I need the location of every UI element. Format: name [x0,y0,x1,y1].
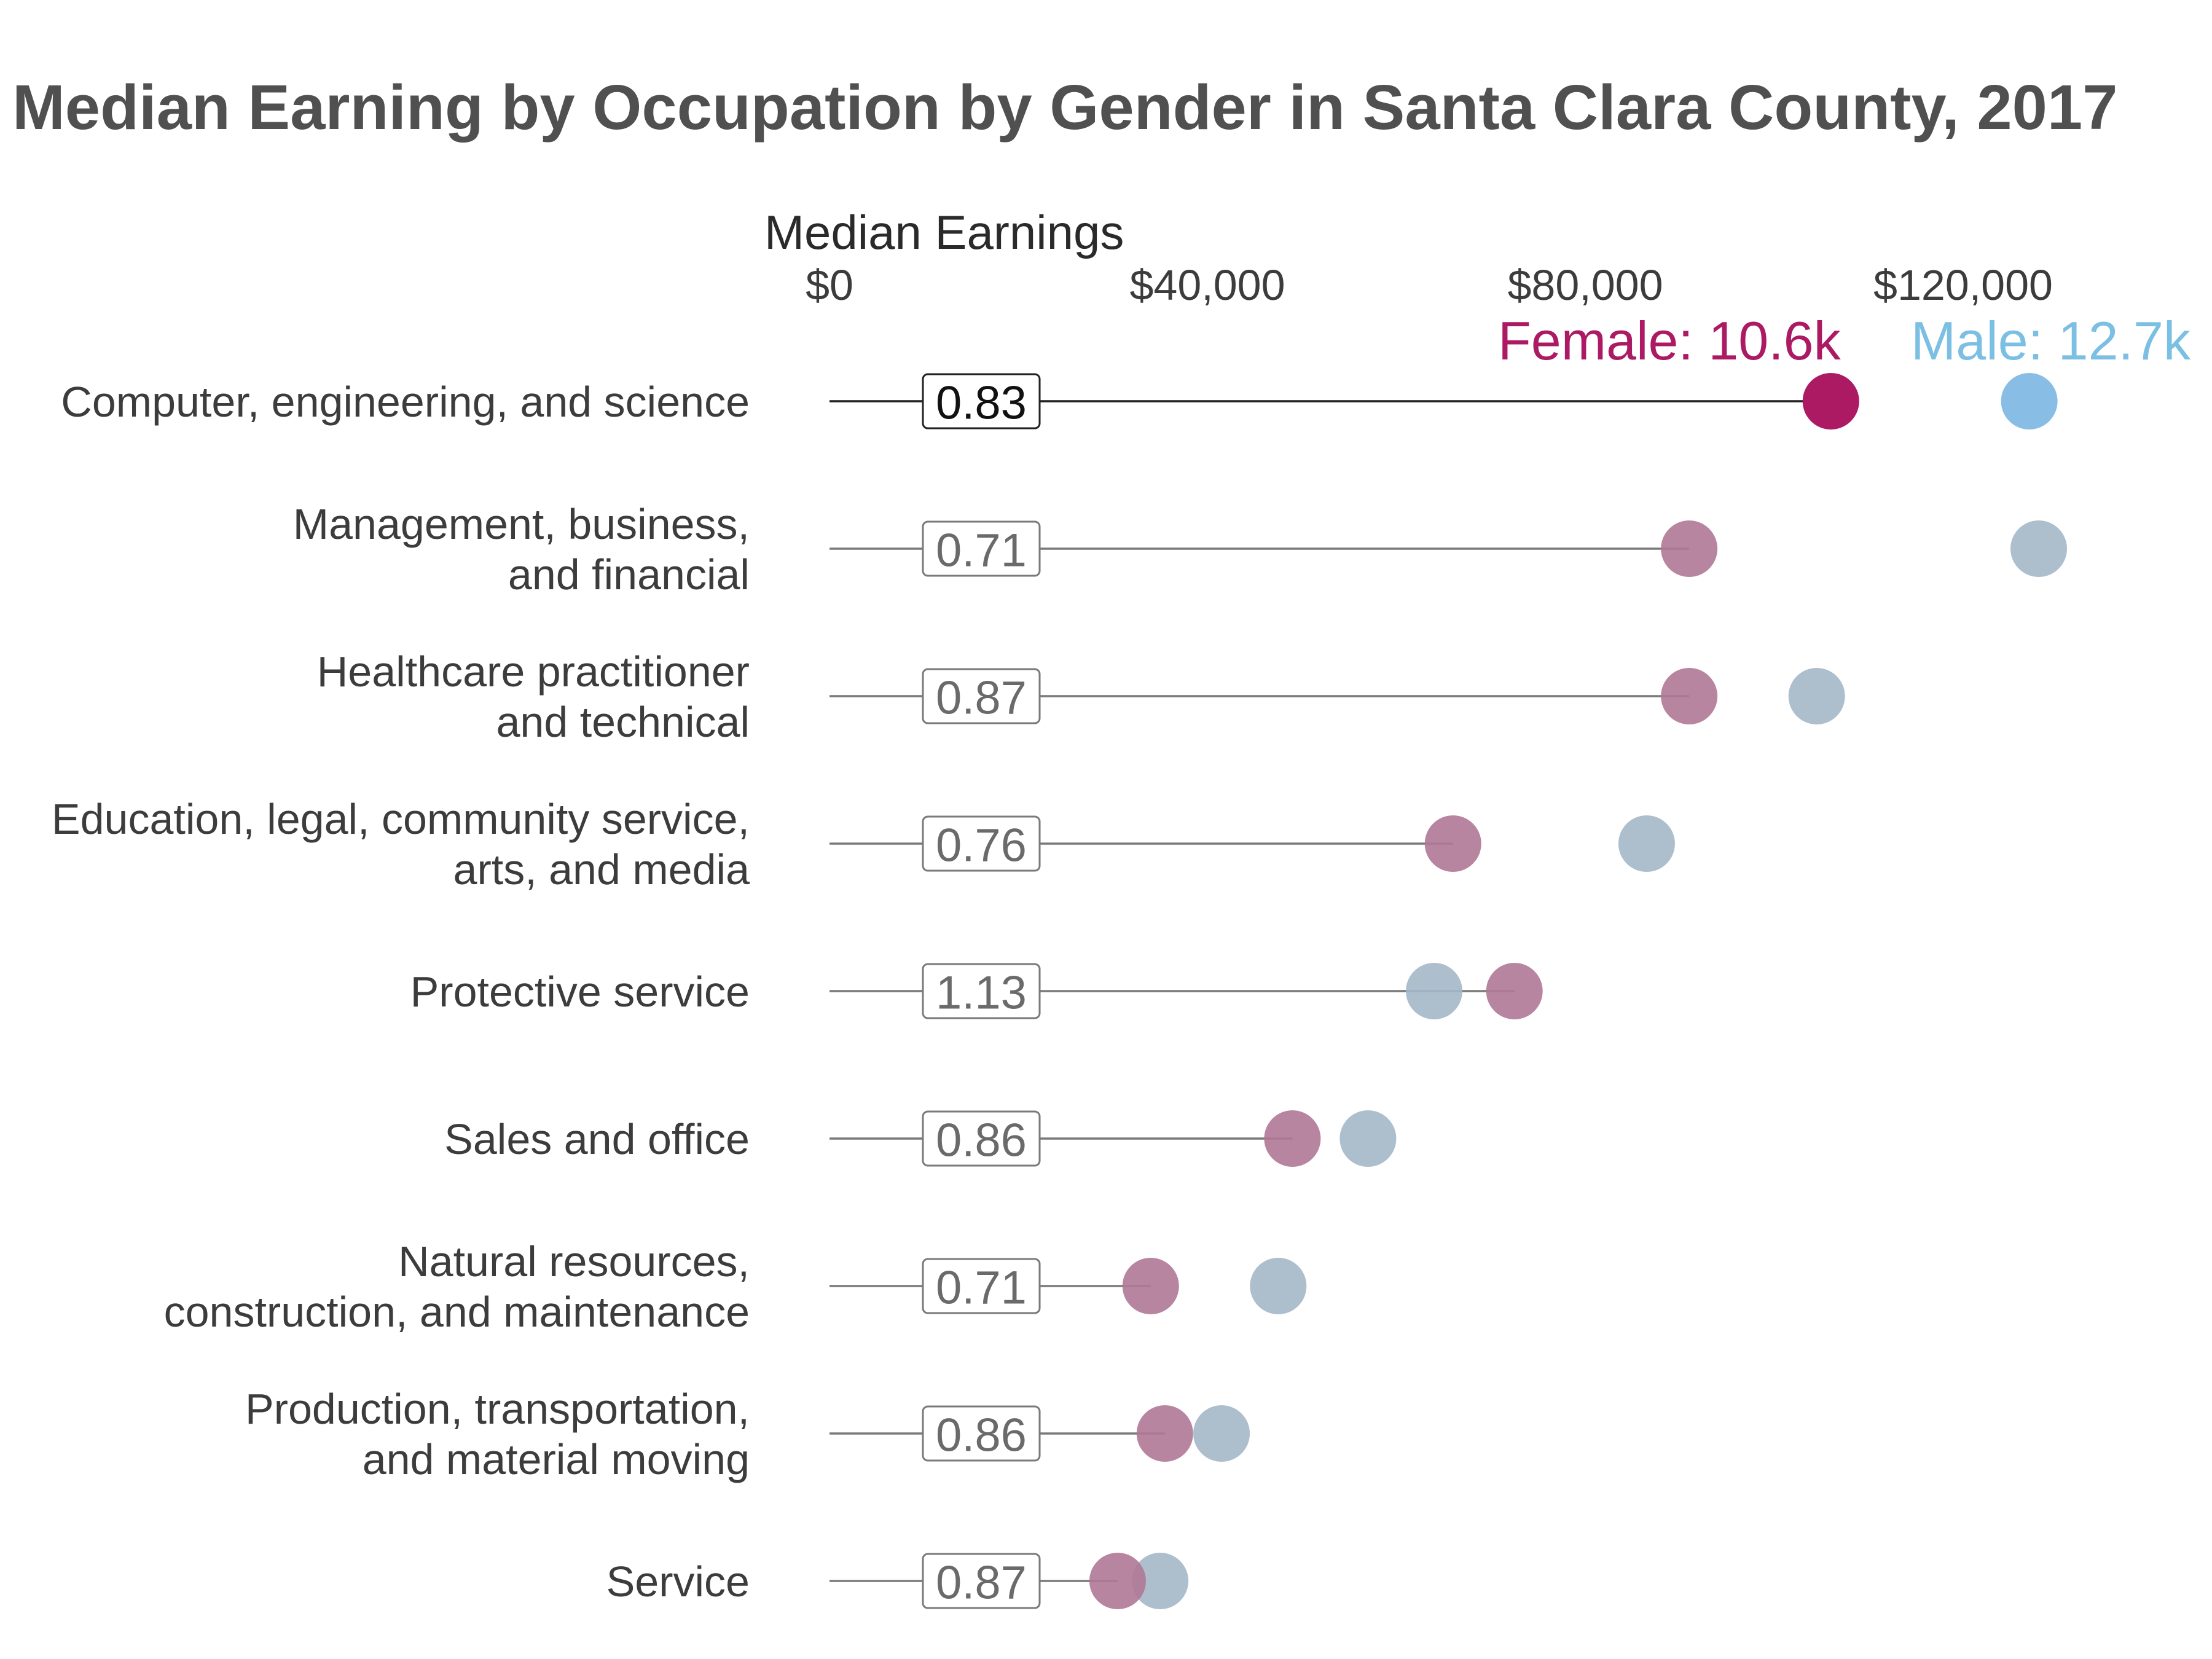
category-row: Management, business, and financial 0.71 [293,500,2067,598]
male-point [1250,1258,1307,1314]
category-row: Computer, engineering, and science 0.83 [61,373,2058,429]
female-point [1661,668,1718,724]
ratio-label: 0.83 [936,377,1027,429]
male-point [1618,815,1675,872]
category-row: Education, legal, community service, arts… [52,795,1675,893]
ratio-box [922,1258,1041,1314]
ratio-label: 0.87 [936,672,1027,724]
male-point [1339,1110,1397,1167]
category-row: Service 0.87 [606,1553,1189,1609]
category-label-line: Production, transportation, [245,1385,750,1433]
category-label: Protective service [410,968,750,1016]
category-label-line: arts, and media [453,845,750,893]
legend-female: Female: 10.6k [1498,310,1841,371]
female-point [1136,1405,1193,1462]
category-label: Computer, engineering, and science [61,378,750,426]
male-point [1193,1405,1250,1462]
category-label: Management, business, and financial [293,500,750,598]
ratio-box [922,373,1041,429]
female-point [1661,520,1718,577]
category-row: Protective service 1.13 [410,963,1543,1019]
category-label-line: Protective service [410,968,750,1016]
category-label-line: Management, business, [293,500,750,548]
category-label-line: Service [606,1558,750,1606]
category-label-line: Healthcare practitioner [317,648,750,696]
x-tick-label: $0 [806,261,853,309]
ratio-box [922,520,1041,577]
ratio-label: 1.13 [936,967,1027,1019]
category-label-line: and material moving [363,1435,750,1483]
category-label: Service [606,1558,750,1606]
female-point [1122,1258,1179,1314]
ratio-label: 0.76 [936,820,1027,872]
category-label-line: Sales and office [444,1115,750,1163]
ratio-label: 0.71 [936,525,1027,577]
ratio-box [922,1553,1041,1609]
female-point [1264,1110,1321,1167]
ratio-label: 0.87 [936,1557,1027,1609]
legend: Female: 10.6k Male: 12.7k [1498,310,2191,371]
legend-male: Male: 12.7k [1911,310,2191,371]
category-label-line: Education, legal, community service, [52,795,750,843]
category-label: Natural resources, construction, and main… [164,1237,750,1336]
category-label: Production, transportation, and material … [245,1385,750,1483]
x-axis-ticks: $0 $40,000 $80,000 $120,000 [806,261,2053,309]
chart-rows: Computer, engineering, and science 0.83 Ma… [52,373,2067,1609]
category-label-line: Natural resources, [398,1237,750,1285]
male-point [1406,963,1462,1019]
male-point [1788,668,1845,724]
ratio-box [922,1110,1041,1167]
category-label: Education, legal, community service, arts… [52,795,750,893]
female-point [1424,815,1481,872]
female-point [1802,373,1859,429]
category-label-line: construction, and maintenance [164,1288,750,1336]
ratio-label: 0.86 [936,1115,1027,1167]
category-row: Sales and office 0.86 [444,1110,1397,1167]
category-label-line: Computer, engineering, and science [61,378,750,426]
chart-title: Median Earning by Occupation by Gender i… [12,72,2117,143]
ratio-box [922,963,1041,1019]
female-point [1089,1553,1146,1609]
x-axis-title: Median Earnings [764,205,1124,259]
category-label-line: and technical [496,698,750,746]
x-tick-label: $40,000 [1129,261,1285,309]
category-label: Sales and office [444,1115,750,1163]
ratio-box [922,668,1041,724]
male-point [2001,373,2058,429]
ratio-label: 0.86 [936,1410,1027,1462]
ratio-label: 0.71 [936,1262,1027,1314]
male-point [1132,1553,1189,1609]
ratio-box [922,815,1041,872]
category-label: Healthcare practitioner and technical [317,648,750,746]
x-tick-label: $120,000 [1873,261,2053,309]
female-point [1486,963,1543,1019]
category-row: Production, transportation, and material … [245,1385,1250,1483]
male-point [2010,520,2067,577]
ratio-box [922,1405,1041,1462]
category-row: Natural resources, construction, and main… [164,1237,1307,1336]
category-row: Healthcare practitioner and technical 0.87 [317,648,1845,746]
x-tick-label: $80,000 [1507,261,1663,309]
category-label-line: and financial [508,551,750,598]
